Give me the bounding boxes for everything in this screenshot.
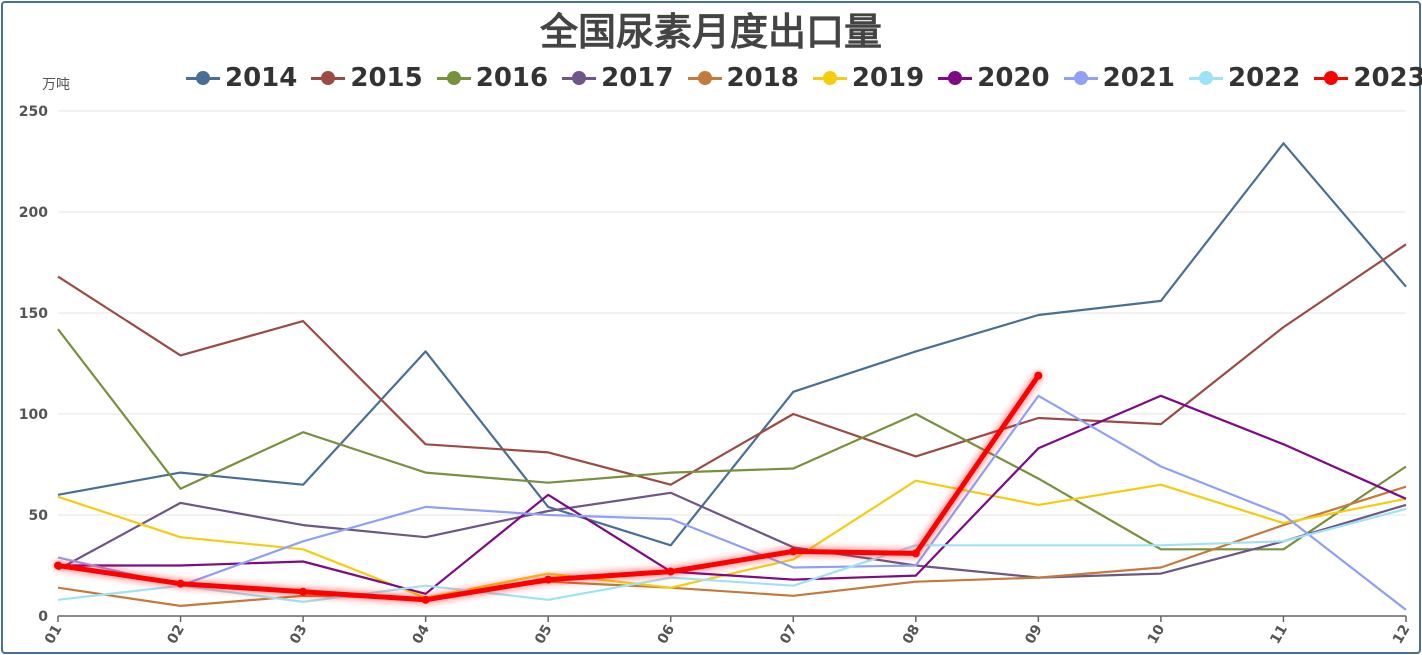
x-tick-label: 04 <box>410 622 434 647</box>
series-line <box>57 142 1407 547</box>
series-line <box>57 328 1407 551</box>
y-tick-label: 50 <box>29 508 49 524</box>
data-point <box>666 567 675 576</box>
data-point <box>789 547 798 556</box>
legend-swatch-icon <box>436 68 471 88</box>
legend-swatch-icon <box>687 68 722 88</box>
series-2018 <box>57 485 1407 607</box>
x-tick-label: 09 <box>1022 622 1046 647</box>
legend-label: 2015 <box>350 63 423 93</box>
legend-swatch-icon <box>1314 68 1349 88</box>
data-point <box>544 575 553 584</box>
series-line <box>57 485 1407 607</box>
series-line <box>58 394 1407 595</box>
data-point <box>421 595 430 604</box>
series-2023 <box>53 370 1044 605</box>
series-2021 <box>57 394 1407 611</box>
x-tick-label: 03 <box>287 622 311 647</box>
data-point <box>1034 371 1043 380</box>
series-2019 <box>57 479 1407 599</box>
legend-swatch-icon <box>311 68 346 88</box>
chart-legend: 2014 2015 2016 2017 2018 2019 2020 2021 2022 2023 <box>186 62 1422 94</box>
legend-swatch-icon <box>562 68 597 88</box>
legend-label: 2021 <box>1102 63 1175 93</box>
y-tick-label: 150 <box>19 306 48 322</box>
y-tick-label: 250 <box>19 104 48 120</box>
legend-item-2017[interactable]: 2017 <box>562 62 674 94</box>
data-point <box>299 587 308 596</box>
legend-label: 2022 <box>1228 63 1301 93</box>
legend-label: 2020 <box>977 63 1050 93</box>
series-line <box>57 243 1407 486</box>
legend-item-2022[interactable]: 2022 <box>1189 62 1300 94</box>
legend-swatch-icon <box>938 68 973 88</box>
series-line <box>57 479 1407 599</box>
x-tick-label: 07 <box>777 622 801 647</box>
legend-swatch-icon <box>1063 68 1098 88</box>
legend-label: 2014 <box>225 63 298 93</box>
x-tick-label: 01 <box>42 622 66 647</box>
data-point <box>54 561 62 570</box>
y-tick-label: 0 <box>38 609 48 625</box>
data-point <box>911 549 920 558</box>
legend-swatch-icon <box>186 68 220 88</box>
x-tick-label: 06 <box>655 622 679 647</box>
x-tick-label: 08 <box>900 622 924 647</box>
x-tick-label: 05 <box>532 622 556 647</box>
series-2016 <box>57 328 1407 551</box>
y-axis-unit-label: 万吨 <box>42 77 70 93</box>
x-tick-label: 02 <box>164 622 188 647</box>
legend-item-2021[interactable]: 2021 <box>1063 62 1175 94</box>
data-point <box>176 579 185 588</box>
legend-label: 2016 <box>475 63 549 93</box>
legend-item-2014[interactable]: 2014 <box>186 62 297 94</box>
legend-item-2016[interactable]: 2016 <box>436 62 549 94</box>
legend-label: 2017 <box>601 63 674 93</box>
legend-item-2023[interactable]: 2023 <box>1314 62 1422 94</box>
y-tick-label: 100 <box>19 407 48 423</box>
y-tick-label: 200 <box>19 205 48 221</box>
legend-item-2018[interactable]: 2018 <box>687 62 799 94</box>
legend-label: 2018 <box>726 63 799 93</box>
x-tick-label: 11 <box>1267 622 1291 647</box>
chart-title: 全国尿素月度出口量 <box>539 10 882 54</box>
series-line <box>57 394 1407 611</box>
series-2022 <box>57 507 1407 603</box>
legend-item-2019[interactable]: 2019 <box>812 62 925 94</box>
legend-swatch-icon <box>1189 68 1223 88</box>
legend-item-2020[interactable]: 2020 <box>938 62 1050 94</box>
legend-swatch-icon <box>812 68 847 88</box>
series-2020 <box>58 394 1407 595</box>
series-2017 <box>57 491 1407 579</box>
legend-label: 2023 <box>1353 63 1422 93</box>
series-line <box>57 507 1407 603</box>
legend-label: 2019 <box>851 63 925 93</box>
series-2015 <box>57 243 1407 486</box>
x-tick-label: 12 <box>1390 622 1414 647</box>
legend-item-2015[interactable]: 2015 <box>311 62 423 94</box>
series-2014 <box>57 142 1407 547</box>
series-line <box>57 491 1407 579</box>
x-tick-label: 10 <box>1145 622 1169 647</box>
